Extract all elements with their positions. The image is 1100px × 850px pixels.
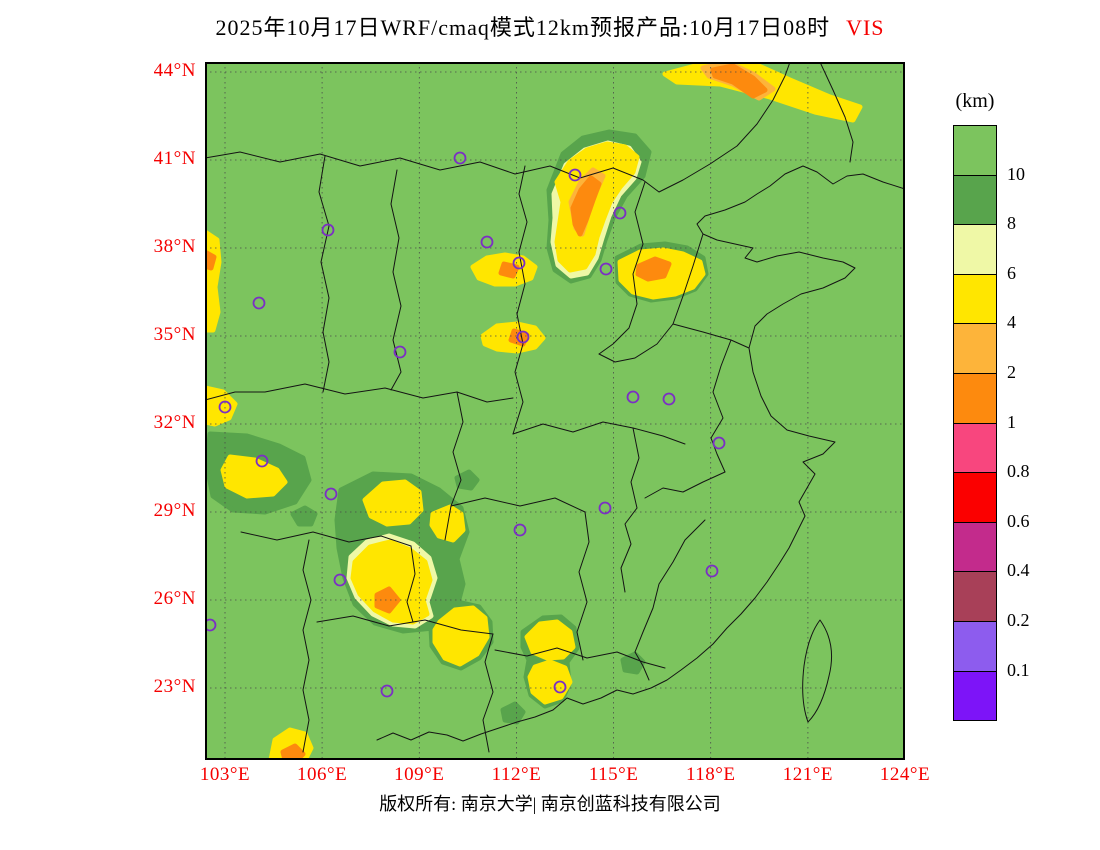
colorbar-segment <box>953 521 997 573</box>
lat-tick-label: 32°N <box>153 412 196 433</box>
lat-tick-label: 38°N <box>153 236 196 257</box>
visibility-patch <box>710 63 768 99</box>
visibility-patch <box>635 256 672 282</box>
visibility-patches <box>205 62 863 760</box>
colorbar-tick-label: 1 <box>1007 411 1016 432</box>
visibility-patch <box>527 659 573 705</box>
city-marker <box>568 168 582 182</box>
lat-tick-label: 23°N <box>153 676 196 697</box>
city-marker <box>626 390 640 404</box>
lon-tick-label: 109°E <box>394 764 445 785</box>
visibility-patch <box>350 539 433 625</box>
colorbar-segment <box>953 125 997 176</box>
city-marker <box>516 330 530 344</box>
visibility-patch <box>620 651 646 675</box>
city-marker <box>255 454 269 468</box>
lat-tick-label: 35°N <box>153 324 196 345</box>
lon-tick-label: 124°E <box>879 764 931 785</box>
lat-tick-label: 44°N <box>153 60 196 81</box>
taiwan-island <box>802 619 832 723</box>
city-marker <box>512 256 526 270</box>
visibility-patch <box>205 229 222 333</box>
page-title: 2025年10月17日WRF/cmaq模式12km预报产品:10月17日08时 V… <box>0 10 1100 42</box>
city-marker <box>333 573 347 587</box>
lon-tick-label: 118°E <box>685 764 736 785</box>
colorbar-segment <box>953 273 997 325</box>
visibility-patch <box>290 505 318 527</box>
colorbar-segment <box>953 670 997 722</box>
colorbar-segment <box>953 323 997 374</box>
vis-label: VIS <box>846 15 885 40</box>
city-marker <box>380 684 394 698</box>
colorbar-segment <box>953 422 997 474</box>
visibility-patch <box>280 743 306 760</box>
visibility-patch <box>500 701 526 725</box>
city-marker <box>480 235 494 249</box>
lon-tick-label: 112°E <box>491 764 542 785</box>
city-marker <box>205 618 217 632</box>
visibility-patch <box>432 605 490 667</box>
colorbar-segment <box>953 372 997 424</box>
colorbar-segment <box>953 571 997 622</box>
lon-tick-label: 103°E <box>199 764 251 785</box>
city-marker <box>598 501 612 515</box>
city-marker <box>393 345 407 359</box>
city-marker <box>712 436 726 450</box>
city-marker <box>613 206 627 220</box>
visibility-patch <box>570 175 602 237</box>
colorbar-tick-label: 0.6 <box>1007 510 1030 531</box>
colorbar-unit: (km) <box>955 90 995 112</box>
colorbar-segment <box>953 224 997 275</box>
colorbar-tick-label: 10 <box>1007 163 1025 184</box>
lat-tick-label: 41°N <box>153 148 196 169</box>
visibility-patch <box>205 249 217 271</box>
colorbar-tick-label: 0.4 <box>1007 560 1030 581</box>
city-marker <box>324 487 338 501</box>
colorbar-segment <box>953 472 997 523</box>
city-marker <box>662 392 676 406</box>
city-marker <box>218 400 232 414</box>
lon-tick-label: 115°E <box>588 764 639 785</box>
visibility-patch <box>524 619 576 661</box>
city-marker <box>553 680 567 694</box>
visibility-patch <box>374 586 401 614</box>
lat-tick-label: 29°N <box>153 500 196 521</box>
colorbar-tick-label: 6 <box>1007 262 1016 283</box>
colorbar-segment <box>953 174 997 226</box>
colorbar-tick-label: 0.2 <box>1007 610 1030 630</box>
visibility-patch <box>362 479 424 527</box>
lon-tick-label: 121°E <box>782 764 833 785</box>
city-marker <box>705 564 719 578</box>
colorbar-tick-label: 2 <box>1007 362 1016 382</box>
city-marker <box>513 523 527 537</box>
visibility-patch <box>220 454 288 499</box>
copyright-text: 版权所有: 南京大学| 南京创蓝科技有限公司 <box>379 794 721 814</box>
city-marker <box>453 151 467 165</box>
colorbar-tick-label: 8 <box>1007 213 1016 234</box>
city-marker <box>599 262 613 276</box>
lon-tick-label: 106°E <box>297 764 348 785</box>
visibility-patch <box>454 469 480 491</box>
visibility-patch <box>554 141 640 273</box>
title-text: 2025年10月17日WRF/cmaq模式12km预报产品:10月17日08时 <box>215 15 831 40</box>
colorbar-tick-label: 0.1 <box>1007 659 1030 680</box>
map-frame <box>205 62 905 760</box>
coastline <box>376 165 905 742</box>
visibility-patch <box>498 261 520 279</box>
forecast-map <box>205 62 905 760</box>
city-markers <box>205 151 726 698</box>
city-marker <box>321 223 335 237</box>
lat-tick-label: 26°N <box>153 588 196 609</box>
city-marker <box>252 296 266 310</box>
colorbar-segment <box>953 620 997 672</box>
colorbar-swatches <box>953 125 997 722</box>
colorbar-tick-label: 0.8 <box>1007 461 1030 482</box>
colorbar-tick-label: 4 <box>1007 312 1016 333</box>
